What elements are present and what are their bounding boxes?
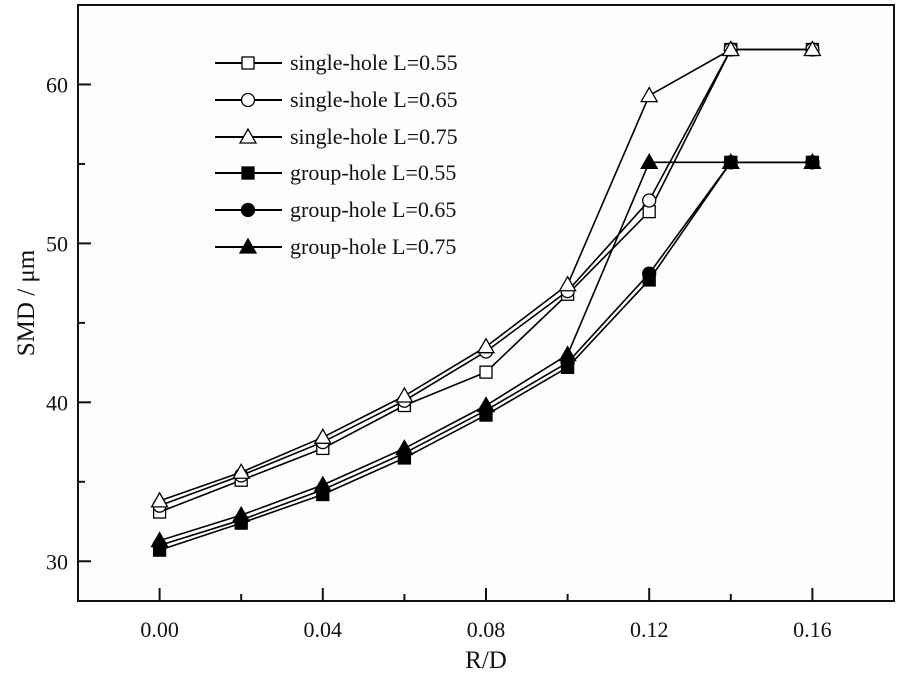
data-point [476, 337, 496, 354]
x-tick-label: 0.08 [467, 617, 506, 642]
legend-item: single-hole L=0.65 [215, 87, 458, 112]
y-axis-title: SMD / μm [13, 249, 40, 356]
data-point [313, 427, 332, 444]
data-point [479, 365, 493, 379]
series-3 [150, 40, 822, 508]
data-point [642, 193, 657, 208]
data-point [150, 531, 169, 548]
legend-label: single-hole L=0.55 [290, 50, 458, 75]
legend-item: group-hole L=0.55 [215, 160, 456, 185]
series-6 [150, 153, 822, 548]
data-point [640, 86, 659, 103]
legend-label: group-hole L=0.75 [290, 234, 456, 259]
legend-item: single-hole L=0.55 [215, 50, 458, 75]
legend-item: single-hole L=0.75 [215, 124, 458, 149]
x-axis-title: R/D [465, 647, 507, 674]
legend-label: group-hole L=0.65 [290, 197, 456, 222]
x-tick-label: 0.00 [140, 617, 179, 642]
data-point [642, 266, 657, 281]
legend-item: group-hole L=0.65 [215, 197, 456, 222]
legend-marker-triangle-icon [238, 127, 258, 144]
y-tick-label: 40 [46, 390, 68, 415]
data-point [395, 439, 414, 456]
data-point [232, 505, 251, 522]
data-point [558, 275, 577, 292]
legend-marker-triangle-icon [238, 237, 258, 254]
y-tick-label: 60 [46, 72, 68, 97]
x-tick-label: 0.12 [630, 617, 669, 642]
legend-item: group-hole L=0.75 [215, 234, 456, 259]
plot-frame [77, 4, 895, 602]
legend-label: single-hole L=0.65 [290, 87, 458, 112]
x-tick-label: 0.16 [793, 617, 832, 642]
y-tick-label: 50 [46, 231, 68, 256]
data-point [558, 345, 577, 362]
data-point [476, 396, 496, 413]
data-point [721, 153, 740, 169]
data-point [640, 153, 659, 169]
data-point [803, 153, 822, 169]
series-group [150, 40, 822, 557]
x-tick-label: 0.04 [304, 617, 343, 642]
legend-marker-square-icon [241, 56, 255, 70]
legend-marker-circle-icon [240, 202, 256, 218]
data-point [150, 491, 169, 508]
legend: single-hole L=0.55 single-hole L=0.65 sing… [215, 50, 458, 259]
y-tick-label: 30 [46, 549, 68, 574]
data-point [313, 475, 332, 492]
legend-marker-circle-icon [240, 92, 256, 108]
data-point [803, 40, 822, 57]
data-point [721, 40, 740, 57]
data-point [395, 386, 414, 403]
legend-marker-square-icon [241, 166, 255, 180]
legend-label: single-hole L=0.75 [290, 124, 458, 149]
axis-ticks: 0.00 0.04 0.08 0.12 0.16 30 40 50 60 [46, 72, 832, 642]
data-point [232, 462, 251, 479]
legend-label: group-hole L=0.55 [290, 160, 456, 185]
